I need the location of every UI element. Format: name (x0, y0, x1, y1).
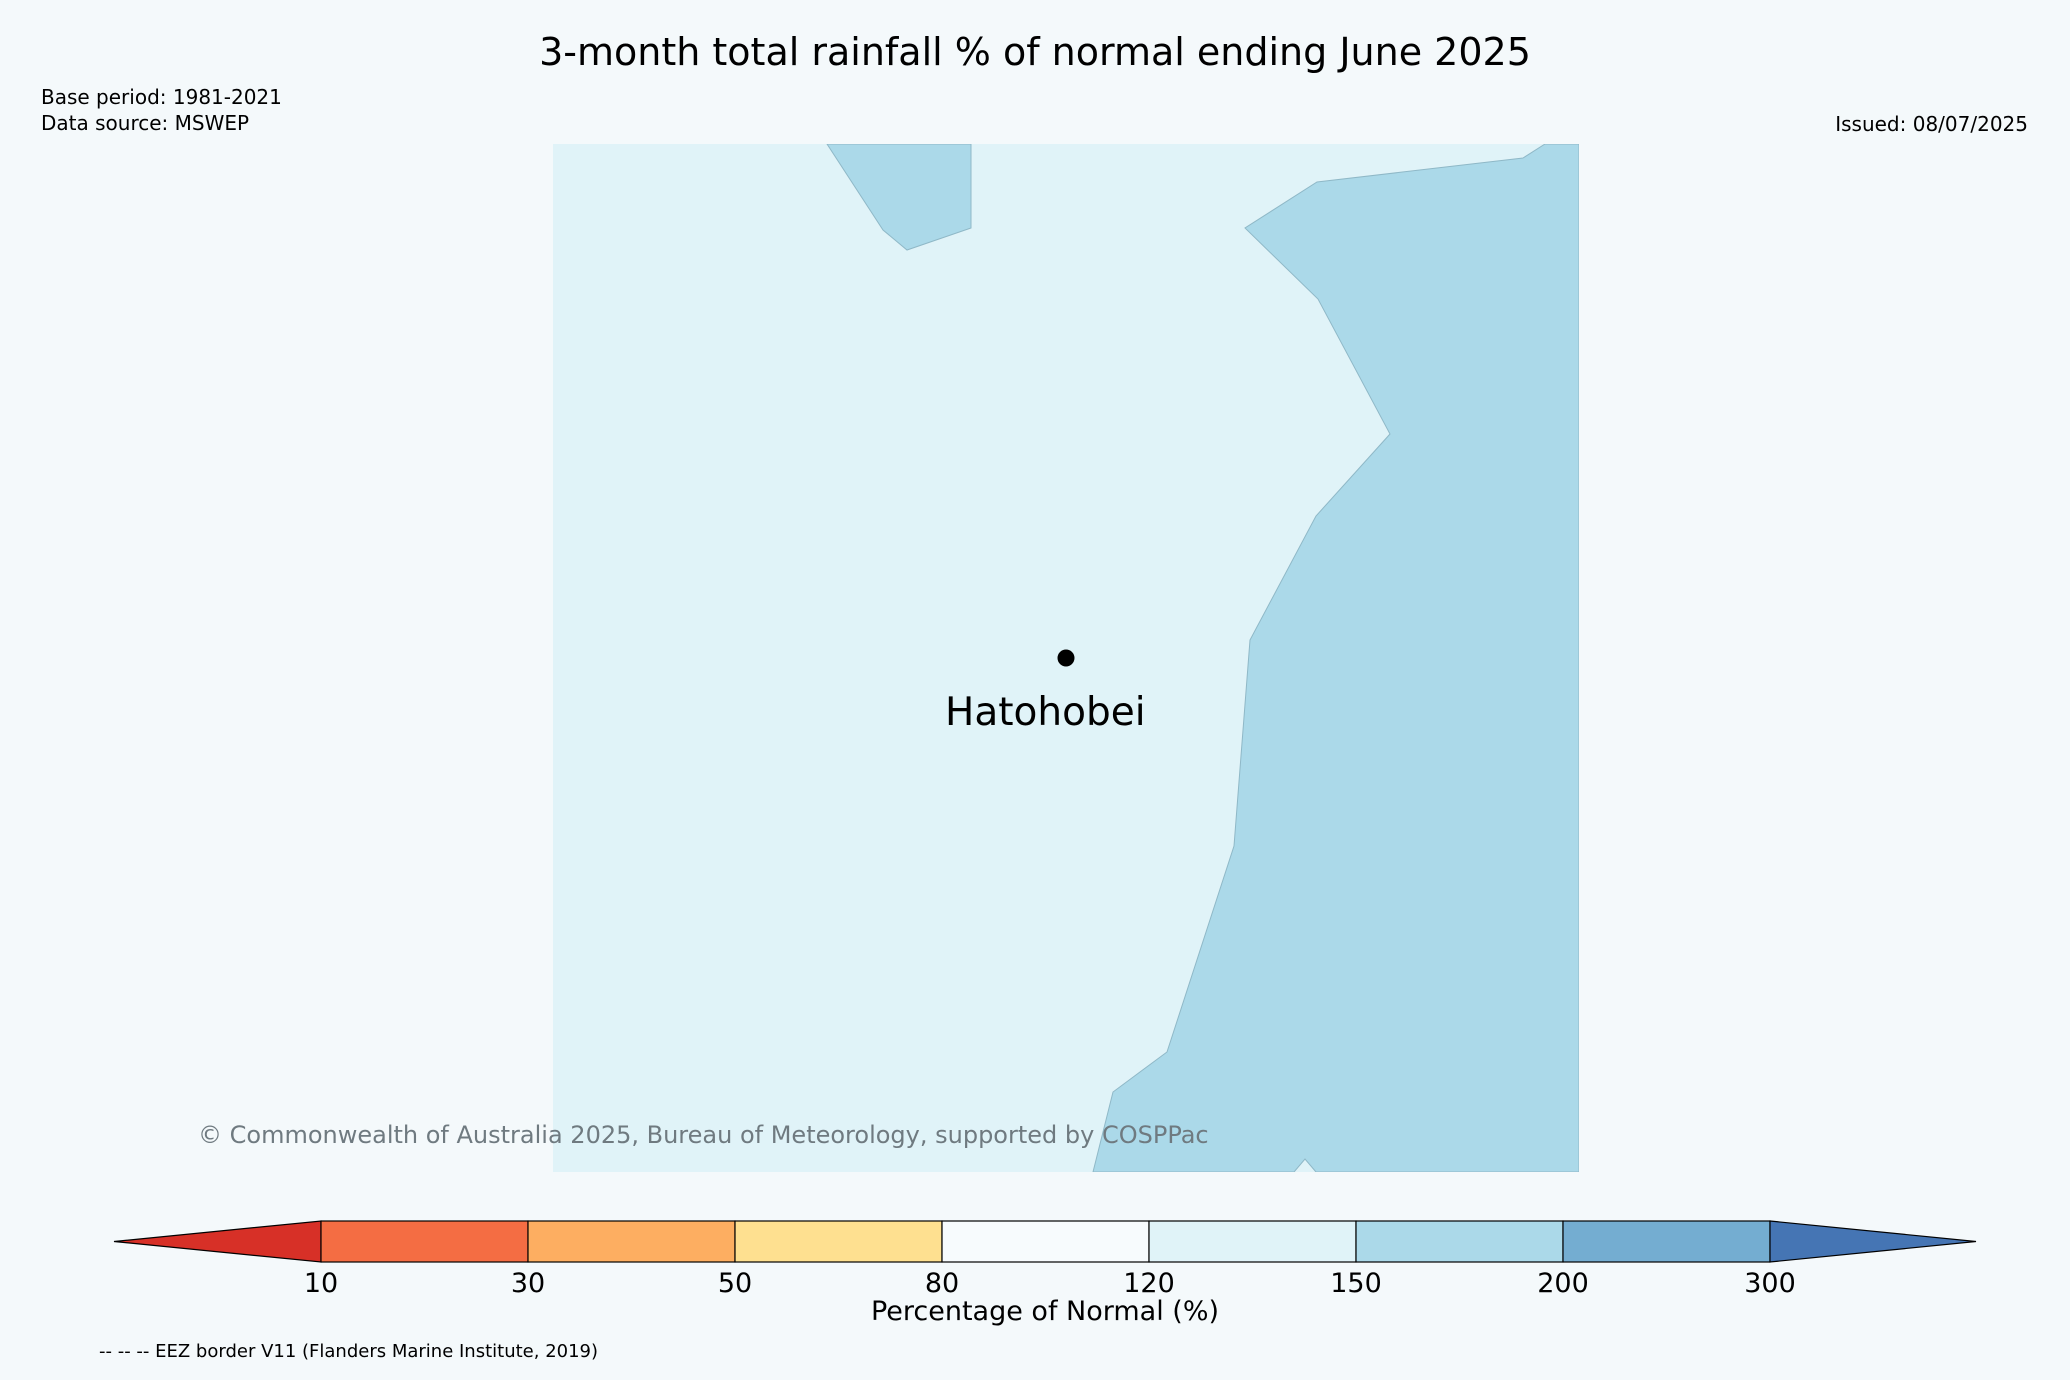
colorbar-tick-label: 150 (1330, 1268, 1382, 1299)
colorbar-segment (734, 1220, 943, 1263)
page-title: 3-month total rainfall % of normal endin… (539, 30, 1531, 74)
colorbar-tick-label: 30 (511, 1268, 545, 1299)
location-marker (1057, 649, 1075, 667)
colorbar-segment (941, 1220, 1150, 1263)
map-region-150-200-north (826, 144, 972, 251)
colorbar-tick-label: 10 (304, 1268, 338, 1299)
eez-border-note: -- -- -- EEZ border V11 (Flanders Marine… (99, 1341, 599, 1362)
colorbar-segment (527, 1220, 736, 1263)
issued-date: Issued: 08/07/2025 (1835, 112, 2028, 136)
colorbar-tick-label: 80 (925, 1268, 959, 1299)
base-period-text: Base period: 1981-2021 (41, 85, 282, 109)
colorbar-segment (1148, 1220, 1357, 1263)
colorbar-segment (1562, 1220, 1771, 1263)
colorbar-segment (320, 1220, 529, 1263)
colorbar-tick-label: 50 (718, 1268, 752, 1299)
rainfall-map (553, 144, 1579, 1172)
colorbar-extend-low (113, 1220, 322, 1263)
colorbar-tick-label: 120 (1123, 1268, 1175, 1299)
colorbar: 10 30 50 80 120 150 200 300 (113, 1220, 1977, 1299)
map-region-150-200-east (1092, 144, 1579, 1172)
colorbar-label: Percentage of Normal (%) (870, 1296, 1220, 1327)
data-source-text: Data source: MSWEP (41, 111, 250, 135)
location-label: Hatohobei (945, 690, 1146, 735)
colorbar-extend-high (1769, 1220, 1977, 1263)
metadata-block: Base period: 1981-2021 Data source: MSWE… (41, 84, 282, 136)
colorbar-tick-label: 200 (1537, 1268, 1589, 1299)
copyright-notice: © Commonwealth of Australia 2025, Bureau… (198, 1121, 1209, 1149)
colorbar-tick-label: 300 (1744, 1268, 1796, 1299)
colorbar-segment (1355, 1220, 1564, 1263)
